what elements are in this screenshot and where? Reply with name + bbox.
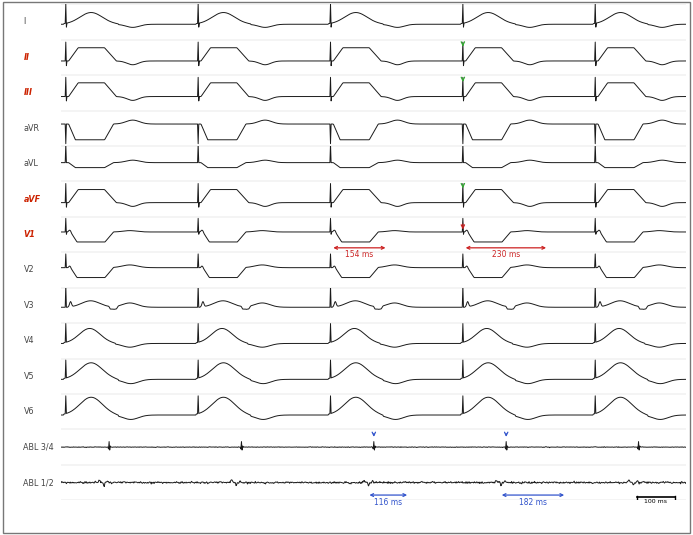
Text: II: II [24,53,30,62]
Text: 116 ms: 116 ms [374,498,403,507]
Text: V3: V3 [24,301,34,310]
Text: 182 ms: 182 ms [519,498,547,507]
Text: aVR: aVR [24,124,40,133]
Text: V5: V5 [24,372,34,381]
Text: V4: V4 [24,337,34,345]
Text: V6: V6 [24,407,34,416]
Text: aVF: aVF [24,195,41,204]
Text: 154 ms: 154 ms [345,250,374,259]
Text: aVL: aVL [24,159,38,168]
Text: I: I [24,18,26,27]
Text: V2: V2 [24,265,34,274]
Text: ABL 3/4: ABL 3/4 [24,442,54,452]
Text: 230 ms: 230 ms [492,250,520,259]
Text: V1: V1 [24,230,35,239]
Text: III: III [24,88,33,97]
Text: ABL 1/2: ABL 1/2 [24,478,54,487]
Text: 100 ms: 100 ms [644,500,667,505]
